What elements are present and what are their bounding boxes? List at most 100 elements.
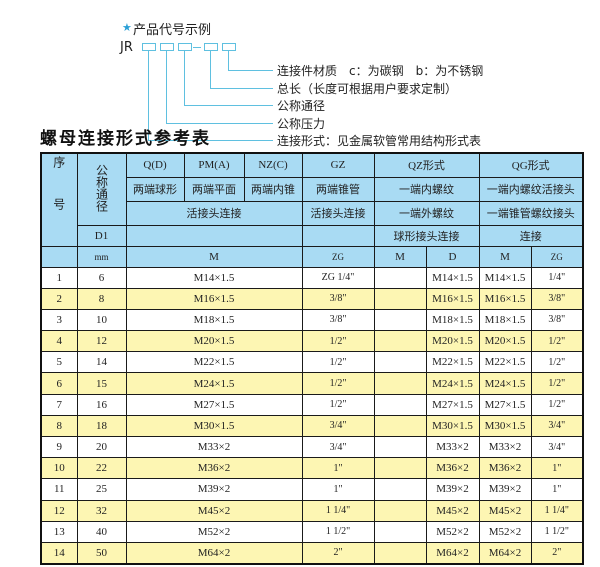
cell-qz-m	[373, 372, 427, 395]
cell-m: M27×1.5	[125, 393, 303, 416]
code-example-heading: 产品代号示例	[133, 23, 212, 38]
header-dn: 公称通径	[76, 152, 127, 226]
cell-qz-d: M27×1.5	[425, 393, 480, 416]
cell-qg-zg: 1"	[530, 457, 584, 480]
cell-qg-m: M39×2	[478, 478, 532, 501]
cell-qg-zg: 1"	[530, 478, 584, 501]
header-zg: ZG	[301, 245, 375, 268]
cell-seq: 6	[40, 372, 78, 395]
cell-dn: 32	[76, 499, 127, 522]
table-row: 2 8 M16×1.5 3/8" M16×1.5 M16×1.5 3/8"	[40, 287, 584, 310]
header-qz2: 一端内螺纹	[373, 176, 480, 202]
cell-qz-m	[373, 520, 427, 543]
cell-qg-m: M22×1.5	[478, 351, 532, 374]
table-row: 10 22 M36×2 1" M36×2 M36×2 1"	[40, 457, 584, 480]
cell-m: M36×2	[125, 457, 303, 480]
cell-dn: 15	[76, 372, 127, 395]
cell-qg-m: M27×1.5	[478, 393, 532, 416]
table-row: 3 10 M18×1.5 3/8" M18×1.5 M18×1.5 3/8"	[40, 308, 584, 332]
cell-qg-m: M16×1.5	[478, 287, 532, 310]
header-qz-m: M	[373, 245, 427, 268]
table-row: 14 50 M64×2 2" M64×2 M64×2 2"	[40, 541, 584, 565]
cell-qg-m: M20×1.5	[478, 330, 532, 353]
table-row: 12 32 M45×2 1 1/4" M45×2 M45×2 1 1/4"	[40, 499, 584, 522]
cell-m: M30×1.5	[125, 414, 303, 438]
cell-qz-d: M24×1.5	[425, 372, 480, 395]
cell-dn: 22	[76, 457, 127, 480]
cell-m: M20×1.5	[125, 330, 303, 353]
cell-qg-m: M33×2	[478, 435, 532, 459]
cell-m: M14×1.5	[125, 266, 303, 289]
header-empty	[125, 224, 303, 247]
cell-seq: 1	[40, 266, 78, 289]
cell-qz-d: M22×1.5	[425, 351, 480, 374]
table-row: 9 20 M33×2 3/4" M33×2 M33×2 3/4"	[40, 435, 584, 459]
label-material: 连接件材质 c：为碳钢 b：为不锈钢	[277, 64, 484, 78]
cell-qz-m	[373, 435, 427, 459]
cell-zg: 1 1/2"	[301, 520, 375, 543]
header-qg-zg: ZG	[530, 245, 584, 268]
table-row: 5 14 M22×1.5 1/2" M22×1.5 M22×1.5 1/2"	[40, 351, 584, 374]
header-m: M	[125, 245, 303, 268]
header-nz: NZ(C)	[243, 152, 303, 178]
cell-qz-m	[373, 308, 427, 332]
cell-zg: 3/8"	[301, 308, 375, 332]
cell-seq: 14	[40, 541, 78, 565]
cell-m: M22×1.5	[125, 351, 303, 374]
header-mm: mm	[76, 245, 127, 268]
cell-seq: 10	[40, 457, 78, 480]
header-seq: 序号	[40, 152, 78, 247]
cell-zg: 1"	[301, 457, 375, 480]
cell-seq: 13	[40, 520, 78, 543]
cell-qz-m	[373, 287, 427, 310]
cell-dn: 12	[76, 330, 127, 353]
cell-m: M64×2	[125, 541, 303, 565]
label-nominal-diameter: 公称通径	[277, 99, 326, 113]
cell-qg-zg: 3/4"	[530, 435, 584, 459]
cell-qg-zg: 1/4"	[530, 266, 584, 289]
cell-qg-zg: 2"	[530, 541, 584, 565]
cell-qz-d: M30×1.5	[425, 414, 480, 438]
cell-zg: 1/2"	[301, 351, 375, 374]
cell-zg: 3/4"	[301, 414, 375, 438]
cell-qz-m	[373, 499, 427, 522]
cell-qg-zg: 1 1/2"	[530, 520, 584, 543]
header-qg3: 一端锥管螺纹接头	[478, 200, 584, 226]
cell-qz-m	[373, 266, 427, 289]
cell-qz-d: M64×2	[425, 541, 480, 565]
header-pm2: 两端平面	[183, 176, 245, 202]
header-q: Q(D)	[125, 152, 185, 178]
cell-qz-d: M20×1.5	[425, 330, 480, 353]
cell-dn: 25	[76, 478, 127, 501]
cell-qz-d: M52×2	[425, 520, 480, 543]
header-pm: PM(A)	[183, 152, 245, 178]
cell-dn: 16	[76, 393, 127, 416]
header-gz: GZ	[301, 152, 375, 178]
cell-m: M52×2	[125, 520, 303, 543]
cell-zg: 1/2"	[301, 330, 375, 353]
header-qz-d: D	[425, 245, 480, 268]
cell-qz-d: M36×2	[425, 457, 480, 480]
cell-seq: 4	[40, 330, 78, 353]
cell-qg-zg: 3/8"	[530, 287, 584, 310]
cell-qz-d: M14×1.5	[425, 266, 480, 289]
cell-qg-m: M14×1.5	[478, 266, 532, 289]
cell-qz-m	[373, 330, 427, 353]
cell-seq: 5	[40, 351, 78, 374]
cell-qg-m: M52×2	[478, 520, 532, 543]
code-prefix: JR	[120, 40, 133, 55]
header-q2: 两端球形	[125, 176, 185, 202]
cell-m: M45×2	[125, 499, 303, 522]
header-qz4: 球形接头连接	[373, 224, 480, 247]
table-row: 7 16 M27×1.5 1/2" M27×1.5 M27×1.5 1/2"	[40, 393, 584, 416]
cell-seq: 9	[40, 435, 78, 459]
label-nominal-pressure: 公称压力	[277, 117, 326, 131]
cell-qz-m	[373, 414, 427, 438]
cell-qz-m	[373, 541, 427, 565]
cell-qz-m	[373, 351, 427, 374]
cell-dn: 14	[76, 351, 127, 374]
cell-qg-m: M18×1.5	[478, 308, 532, 332]
cell-qz-d: M45×2	[425, 499, 480, 522]
cell-qg-zg: 3/4"	[530, 414, 584, 438]
cell-dn: 40	[76, 520, 127, 543]
